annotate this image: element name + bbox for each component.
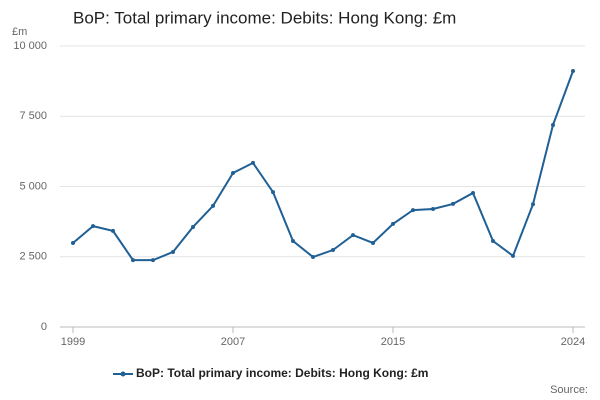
data-point [271,190,275,195]
data-point [91,224,95,229]
y-tick-label: 7 500 [19,110,47,122]
data-point [331,248,335,253]
source: Source: [550,384,588,396]
data-point [571,69,575,74]
data-point [231,171,235,176]
data-point [191,224,195,229]
data-point [371,240,375,245]
data-point [351,233,355,238]
data-point [551,122,555,127]
data-point [391,221,395,226]
data-point [451,201,455,206]
y-tick-label: 0 [41,321,47,333]
data-point [471,190,475,195]
y-tick-label: 5 000 [19,180,47,192]
data-point [431,206,435,211]
data-point [531,202,535,207]
data-point [511,253,515,258]
data-point [491,239,495,244]
data-point [71,240,75,245]
y-tick-label: 2 500 [19,251,47,263]
data-point [291,239,295,244]
data-point [411,208,415,213]
data-point [131,258,135,263]
data-point [211,203,215,208]
x-tick-label: 1999 [61,336,85,348]
x-tick-label: 2024 [561,336,585,348]
x-tick-label: 2015 [381,336,405,348]
y-tick-label: 10 000 [13,40,47,52]
legend-marker [120,371,126,377]
data-point [111,228,115,233]
data-point [171,249,175,254]
data-point [311,255,315,260]
data-point [251,160,255,165]
x-tick-label: 2007 [221,336,245,348]
data-line [72,70,574,262]
legend-label: BoP: Total primary income: Debits: Hong … [136,366,428,380]
chart-title: BoP: Total primary income: Debits: Hong … [73,8,456,27]
y-axis-unit: £m [12,26,27,38]
data-point [151,258,155,263]
